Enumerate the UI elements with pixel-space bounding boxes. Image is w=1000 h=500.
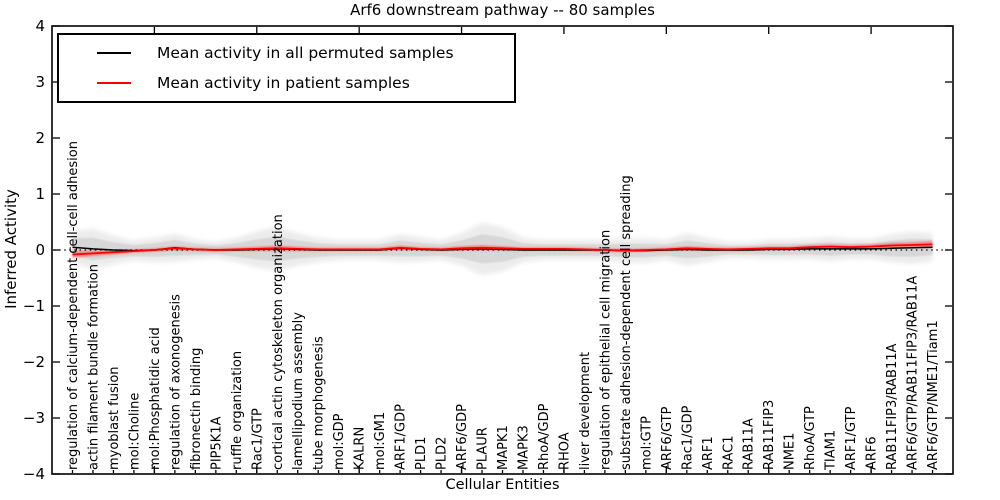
svg-text:RAB11FIP3/RAB11A: RAB11FIP3/RAB11A [885,343,900,470]
svg-text:ARF6/GTP/NME1/Tiam1: ARF6/GTP/NME1/Tiam1 [926,320,941,470]
svg-text:RAC1: RAC1 [721,435,736,470]
patient-line-sample-icon [97,81,131,84]
svg-text:−4: −4 [23,465,45,483]
svg-text:−3: −3 [23,409,45,427]
svg-text:Rac1/GDP: Rac1/GDP [680,405,695,470]
svg-text:lamellipodium assembly: lamellipodium assembly [291,312,306,470]
svg-text:TIAM1: TIAM1 [824,430,839,471]
svg-text:cortical actin cytoskeleton or: cortical actin cytoskeleton organization [271,214,286,470]
svg-text:ARF1/GTP: ARF1/GTP [844,406,859,470]
svg-text:myoblast fusion: myoblast fusion [107,366,122,470]
svg-text:ruffle organization: ruffle organization [230,351,245,470]
svg-text:PLD2: PLD2 [435,437,450,470]
legend-label-permuted: Mean activity in all permuted samples [157,44,454,62]
svg-text:fibronectin binding: fibronectin binding [189,348,204,470]
svg-text:NME1: NME1 [783,433,798,470]
svg-text:−1: −1 [23,297,45,315]
svg-text:PLD1: PLD1 [414,437,429,470]
svg-text:actin filament bundle formatio: actin filament bundle formation [86,264,101,470]
x-ticks [71,27,934,473]
svg-text:mol:Choline: mol:Choline [127,393,142,470]
svg-text:regulation of axonogenesis: regulation of axonogenesis [168,294,183,470]
svg-text:tube morphogenesis: tube morphogenesis [312,336,327,470]
svg-text:liver development: liver development [578,352,593,470]
svg-text:RHOA: RHOA [557,432,572,470]
x-axis-label: Cellular Entities [445,477,560,493]
axes-frame [51,25,954,475]
legend: Mean activity in all permuted samples Me… [57,33,516,104]
legend-item-permuted: Mean activity in all permuted samples [97,44,514,63]
svg-text:substrate adhesion-dependent c: substrate adhesion-dependent cell spread… [619,175,634,470]
svg-text:ARF6/GTP: ARF6/GTP [660,406,675,470]
svg-text:1: 1 [35,185,45,203]
svg-text:mol:GTP: mol:GTP [639,416,654,470]
svg-text:mol:Phosphatidic acid: mol:Phosphatidic acid [148,327,163,470]
svg-text:ARF1: ARF1 [701,436,716,470]
svg-text:2: 2 [35,129,45,147]
svg-text:3: 3 [35,73,45,91]
svg-text:Rac1/GTP: Rac1/GTP [250,408,265,470]
svg-text:4: 4 [35,17,45,35]
svg-text:RhoA/GTP: RhoA/GTP [803,406,818,470]
svg-text:PLAUR: PLAUR [476,427,491,470]
legend-item-patient: Mean activity in patient samples [97,74,514,93]
svg-text:regulation of calcium-dependen: regulation of calcium-dependent cell-cel… [66,141,81,470]
svg-text:RAB11A: RAB11A [742,418,757,470]
svg-text:regulation of epithelial cell: regulation of epithelial cell migration [598,230,613,470]
svg-text:mol:GM1: mol:GM1 [373,412,388,470]
svg-text:ARF1/GDP: ARF1/GDP [394,404,409,470]
permuted-line-sample-icon [97,52,131,55]
svg-text:MAPK3: MAPK3 [516,425,531,470]
svg-text:MAPK1: MAPK1 [496,425,511,470]
svg-text:ARF6/GTP/RAB11FIP3/RAB11A: ARF6/GTP/RAB11FIP3/RAB11A [906,276,921,470]
svg-text:KALRN: KALRN [353,427,368,470]
y-tick-labels: 4 3 2 1 0 −1 −2 −3 −4 [23,17,45,483]
svg-text:ARF6: ARF6 [865,436,880,470]
patient-mean-line [72,243,933,256]
svg-text:RhoA/GDP: RhoA/GDP [537,403,552,470]
chart-title: Arf6 downstream pathway -- 80 samples [350,1,655,19]
svg-text:0: 0 [35,241,45,259]
x-tick-labels: regulation of calcium-dependent cell-cel… [66,141,941,471]
svg-text:ARF6/GDP: ARF6/GDP [455,404,470,470]
svg-text:PIP5K1A: PIP5K1A [209,416,224,470]
legend-label-patient: Mean activity in patient samples [157,73,410,92]
svg-text:mol:GDP: mol:GDP [332,413,347,470]
svg-text:RAB11FIP3: RAB11FIP3 [762,400,777,470]
svg-text:−2: −2 [23,353,45,371]
